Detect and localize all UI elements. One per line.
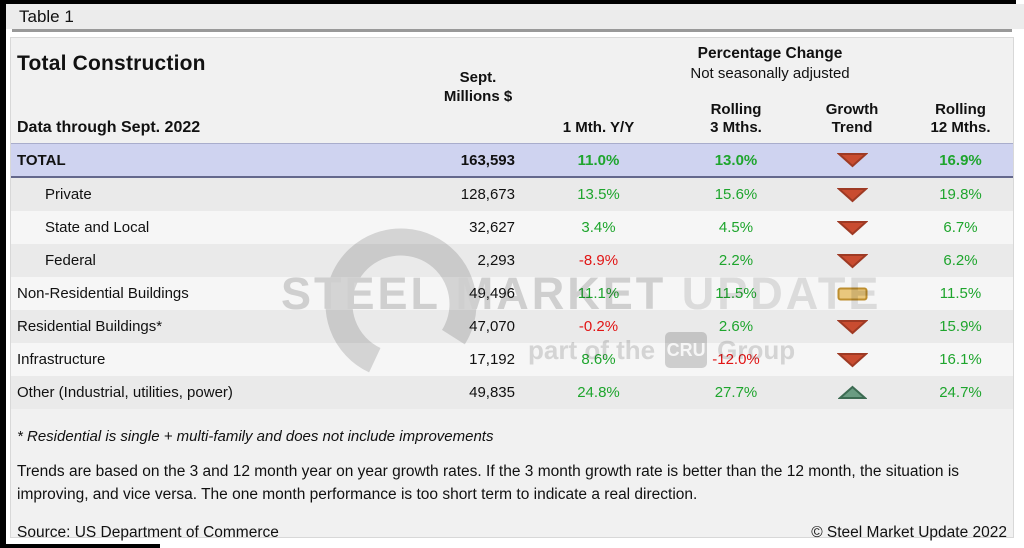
value-rolling-3mths: 11.5% [715, 285, 757, 302]
value-rolling-3mths: 2.2% [718, 252, 754, 269]
column-header-1mth: 1 Mth. Y/Y [562, 119, 635, 136]
frame-edge-left [0, 0, 6, 548]
value-1mth-yy: 24.8% [577, 384, 620, 401]
value-rolling-12mths: 16.1% [939, 351, 982, 368]
row-label: State and Local [45, 219, 150, 236]
sheet-tab-label: Table 1 [19, 6, 74, 26]
value-rolling-3mths: 2.6% [718, 318, 754, 335]
value-millions: 128,673 [460, 186, 515, 203]
value-1mth-yy: -0.2% [578, 318, 619, 335]
trend-down-icon [796, 220, 908, 236]
titlebar-divider [12, 29, 1012, 32]
column-header-millions: Sept. Millions $ [443, 69, 513, 105]
table-row: State and Local 32,627 3.4% 4.5% 6.7% [11, 211, 1013, 244]
value-millions: 2,293 [477, 252, 515, 269]
table-row: Non-Residential Buildings 49,496 11.1% 11.5… [11, 277, 1013, 310]
table-row: Infrastructure 17,192 8.6% -12.0% 16.1% [11, 343, 1013, 376]
frame-edge-top [0, 0, 1016, 4]
trend-up-icon [796, 385, 908, 400]
value-millions: 47,070 [469, 318, 515, 335]
value-rolling-3mths: 15.6% [714, 186, 758, 203]
value-rolling-3mths: 27.7% [714, 384, 758, 401]
residential-footnote: * Residential is single + multi-family a… [17, 428, 494, 445]
value-millions: 32,627 [469, 219, 515, 236]
table-row: Residential Buildings* 47,070 -0.2% 2.6% 15.… [11, 310, 1013, 343]
value-rolling-12mths: 11.5% [939, 285, 982, 302]
trend-flat-icon [796, 287, 908, 301]
column-header-rolling3: Rolling 3 Mths. [710, 101, 762, 136]
value-rolling-12mths: 6.2% [943, 252, 978, 269]
source-row: Source: US Department of Commerce © Stee… [17, 524, 1007, 542]
data-table-body: TOTAL 163,593 11.0% 13.0% 16.9% Private 128,67… [11, 143, 1013, 409]
value-rolling-12mths: 24.7% [939, 384, 982, 401]
value-1mth-yy: 11.1% [577, 285, 620, 302]
frame-edge-bottom [0, 544, 160, 548]
value-1mth-yy: 13.5% [577, 186, 620, 203]
percentage-change-title: Percentage Change [697, 45, 843, 62]
value-millions: 49,835 [469, 384, 515, 401]
row-label: Federal [45, 252, 96, 269]
trend-explanation: Trends are based on the 3 and 12 month y… [17, 463, 960, 504]
sheet-tab-bar: Table 1 [6, 4, 1024, 29]
value-rolling-3mths: 13.0% [714, 151, 758, 169]
trend-down-icon [796, 152, 908, 168]
percentage-change-header: Percentage Change Not seasonally adjuste… [531, 45, 1009, 82]
column-header-row: Data through Sept. 2022 1 Mth. Y/Y Rolli… [11, 101, 1013, 137]
trend-down-icon [796, 253, 908, 269]
value-1mth-yy: 11.0% [577, 151, 620, 169]
copyright-label: © Steel Market Update 2022 [811, 523, 1007, 541]
table-row: Federal 2,293 -8.9% 2.2% 6.2% [11, 244, 1013, 277]
row-label: Infrastructure [17, 351, 106, 368]
row-label: Non-Residential Buildings [17, 285, 189, 302]
column-header-trend: Growth Trend [825, 101, 879, 136]
row-label: TOTAL [17, 151, 66, 169]
value-1mth-yy: -8.9% [578, 252, 619, 269]
value-rolling-12mths: 16.9% [939, 151, 982, 169]
value-rolling-3mths: -12.0% [712, 351, 760, 368]
row-label: Private [45, 186, 92, 203]
value-millions: 17,192 [469, 351, 515, 368]
row-label: Residential Buildings* [17, 318, 163, 335]
value-1mth-yy: 3.4% [581, 219, 616, 236]
column-header-rolling12: Rolling 12 Mths. [930, 101, 991, 136]
row-label: Other (Industrial, utilities, power) [17, 384, 233, 401]
value-rolling-12mths: 15.9% [939, 318, 982, 335]
trend-down-icon [796, 352, 908, 368]
value-millions: 163,593 [460, 151, 515, 169]
report-header: Total Construction Sept. Millions $ Perc… [11, 38, 1013, 143]
table-row: Private 128,673 13.5% 15.6% 19.8% [11, 178, 1013, 211]
table-row: Other (Industrial, utilities, power) 49,8… [11, 376, 1013, 409]
percentage-change-subtitle: Not seasonally adjusted [690, 65, 850, 82]
value-rolling-3mths: 4.5% [718, 219, 754, 236]
trend-down-icon [796, 187, 908, 203]
page-title: Total Construction [17, 52, 206, 75]
value-rolling-12mths: 6.7% [943, 219, 978, 236]
source-label: Source: US Department of Commerce [17, 523, 279, 541]
report-panel: Total Construction Sept. Millions $ Perc… [10, 37, 1014, 541]
data-through-label: Data through Sept. 2022 [17, 119, 201, 136]
table-row-total: TOTAL 163,593 11.0% 13.0% 16.9% [11, 143, 1013, 178]
value-1mth-yy: 8.6% [581, 351, 616, 368]
trend-down-icon [796, 319, 908, 335]
value-rolling-12mths: 19.8% [939, 186, 982, 203]
value-millions: 49,496 [469, 285, 515, 302]
